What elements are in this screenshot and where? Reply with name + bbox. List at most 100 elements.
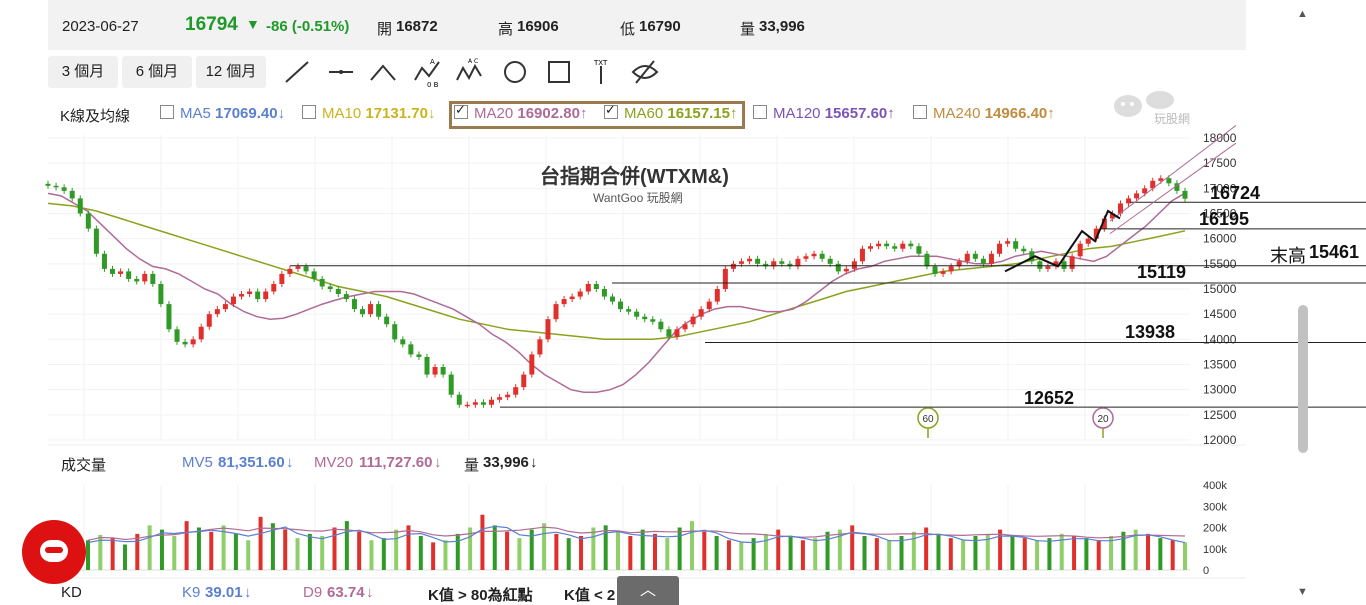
candle-body [214,309,220,315]
volume-bar [381,538,386,570]
horizontal-line-tool-icon[interactable] [326,56,356,88]
circle-tool-icon[interactable] [500,56,530,88]
scrollbar-thumb[interactable] [1298,305,1308,453]
scroll-up-arrow-icon[interactable]: ▲ [1297,8,1308,20]
hide-drawings-icon[interactable] [630,56,660,88]
pattern-xabcd-tool-icon[interactable]: A C [454,56,484,88]
candle-body [513,387,519,395]
candle-body [1005,241,1011,244]
volume-bar [394,529,399,570]
volume-bar [936,533,941,570]
quote-date: 2023-06-27 [62,18,139,35]
ma10-checkbox[interactable] [302,105,316,119]
kd-note-1: K值 > 80為紅點 [428,587,533,604]
volume-bar [1109,536,1114,570]
text-tool-icon[interactable]: TXT [586,56,616,88]
d9-value: 63.74 [327,584,365,601]
ma20-value: 16902.80 [517,105,580,122]
volume-bar [542,523,547,570]
chart-title: 台指期合併(WTXM&) [540,166,729,188]
volume-bar [1096,540,1101,570]
high-label: 高 [498,21,514,38]
candle-body [77,198,83,214]
candle-body [859,248,865,262]
vol-arrow: ↓ [530,454,538,471]
low-label: 低 [620,21,636,38]
chart-subtitle: WantGoo 玩股網 [593,191,683,205]
ma-highlight-box [449,101,745,129]
ma240-checkbox[interactable] [913,105,927,119]
y-tick-label: 13500 [1203,358,1237,372]
collapse-panel-button[interactable]: ︿ [617,576,679,605]
chat-bubble-button[interactable] [22,520,86,584]
ma240-item[interactable]: MA240 14966.40↑ [913,105,1055,122]
candle-body [916,246,922,254]
candle-body [1109,213,1115,219]
volume-bar [233,533,238,570]
wantgoo-logo: 玩股網 [1110,88,1190,128]
ma60-label: MA60 [624,105,664,122]
angle-tool-icon[interactable] [368,56,398,88]
ma10-item[interactable]: MA10 17131.70↓ [302,105,435,122]
candle-body [384,316,390,325]
candle-body [174,329,180,342]
period-6m-button[interactable]: 6 個月 [122,56,192,88]
candle-body [368,304,374,315]
ma20-line [47,192,1186,393]
ma60-item[interactable]: MA60 16157.15↑ [604,102,737,122]
candle-body [206,314,212,327]
ma5-checkbox[interactable] [160,105,174,119]
y-tick-label: 17000 [1203,181,1237,195]
volume-bar [616,531,621,570]
volume-bar [899,536,904,570]
y-tick-label: 12500 [1203,408,1237,422]
ma5-item[interactable]: MA5 17069.40↓ [160,105,285,122]
y-tick-label: 15000 [1203,282,1237,296]
ma20-item[interactable]: MA20 16902.80↑ [454,102,588,122]
volume-bar [665,538,670,570]
ma20-arrow: ↑ [579,105,588,122]
level-15461-prefix: 末高 [1270,246,1306,266]
ma10-label: MA10 [322,105,362,122]
candle-body [956,261,962,267]
candle-body [561,299,567,305]
candle-body [932,266,938,274]
volume-bar [763,533,768,570]
candle-body [190,339,196,345]
volume-tick-label: 0 [1203,565,1209,577]
ma120-checkbox[interactable] [753,105,767,119]
candle-body [1013,241,1019,249]
volume-bar [505,531,510,570]
candle-body [553,304,559,320]
ma20-label: MA20 [474,105,514,122]
logo-text: 玩股網 [1154,112,1191,126]
candle-body [247,291,253,295]
candle-body [803,256,809,259]
candle-body [658,321,664,330]
volume-bar [603,525,608,570]
ma-marker-label: 20 [1097,414,1109,425]
k9-value: 39.01 [205,584,243,601]
k9-label: K9 [182,584,201,601]
ma60-checkbox[interactable] [604,102,618,119]
candle-body [1029,251,1035,262]
volume-bar [1084,538,1089,570]
period-12m-button[interactable]: 12 個月 [196,56,266,88]
candle-body [521,374,527,388]
scroll-down-arrow-icon[interactable]: ▼ [1297,586,1308,598]
volume-bar [1010,536,1015,570]
line-tool-icon[interactable] [282,56,312,88]
candle-body [400,339,406,345]
volume-bar [1158,538,1163,570]
candle-body [698,309,704,317]
period-3m-button[interactable]: 3 個月 [48,56,118,88]
chevron-up-icon: ︿ [639,582,656,599]
candle-body [609,296,615,302]
rectangle-tool-icon[interactable] [544,56,574,88]
pattern-abc-tool-icon[interactable]: A 0 B [412,56,442,88]
candle-body [376,304,382,317]
ma20-checkbox[interactable] [454,102,468,119]
ma120-item[interactable]: MA120 15657.60↑ [753,105,895,122]
candle-body [424,356,430,375]
